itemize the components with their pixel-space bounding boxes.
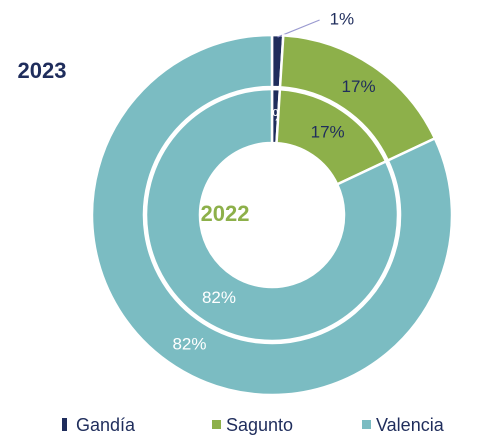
value-label: 17% [311, 123, 345, 142]
legend-label: Gandía [76, 415, 136, 435]
legend-swatch [362, 420, 371, 429]
ring-title: 2022 [201, 201, 250, 226]
legend-swatch [62, 418, 67, 431]
legend-label: Valencia [376, 415, 445, 435]
value-label: 1% [330, 9, 355, 28]
ring-title: 2023 [18, 58, 67, 83]
value-label: 82% [202, 288, 236, 307]
value-label: 82% [172, 335, 206, 354]
legend-swatch [212, 420, 221, 429]
legend-label: Sagunto [226, 415, 293, 435]
value-label: 17% [342, 77, 376, 96]
donut-slice [90, 33, 454, 397]
donut-slice [144, 87, 400, 343]
